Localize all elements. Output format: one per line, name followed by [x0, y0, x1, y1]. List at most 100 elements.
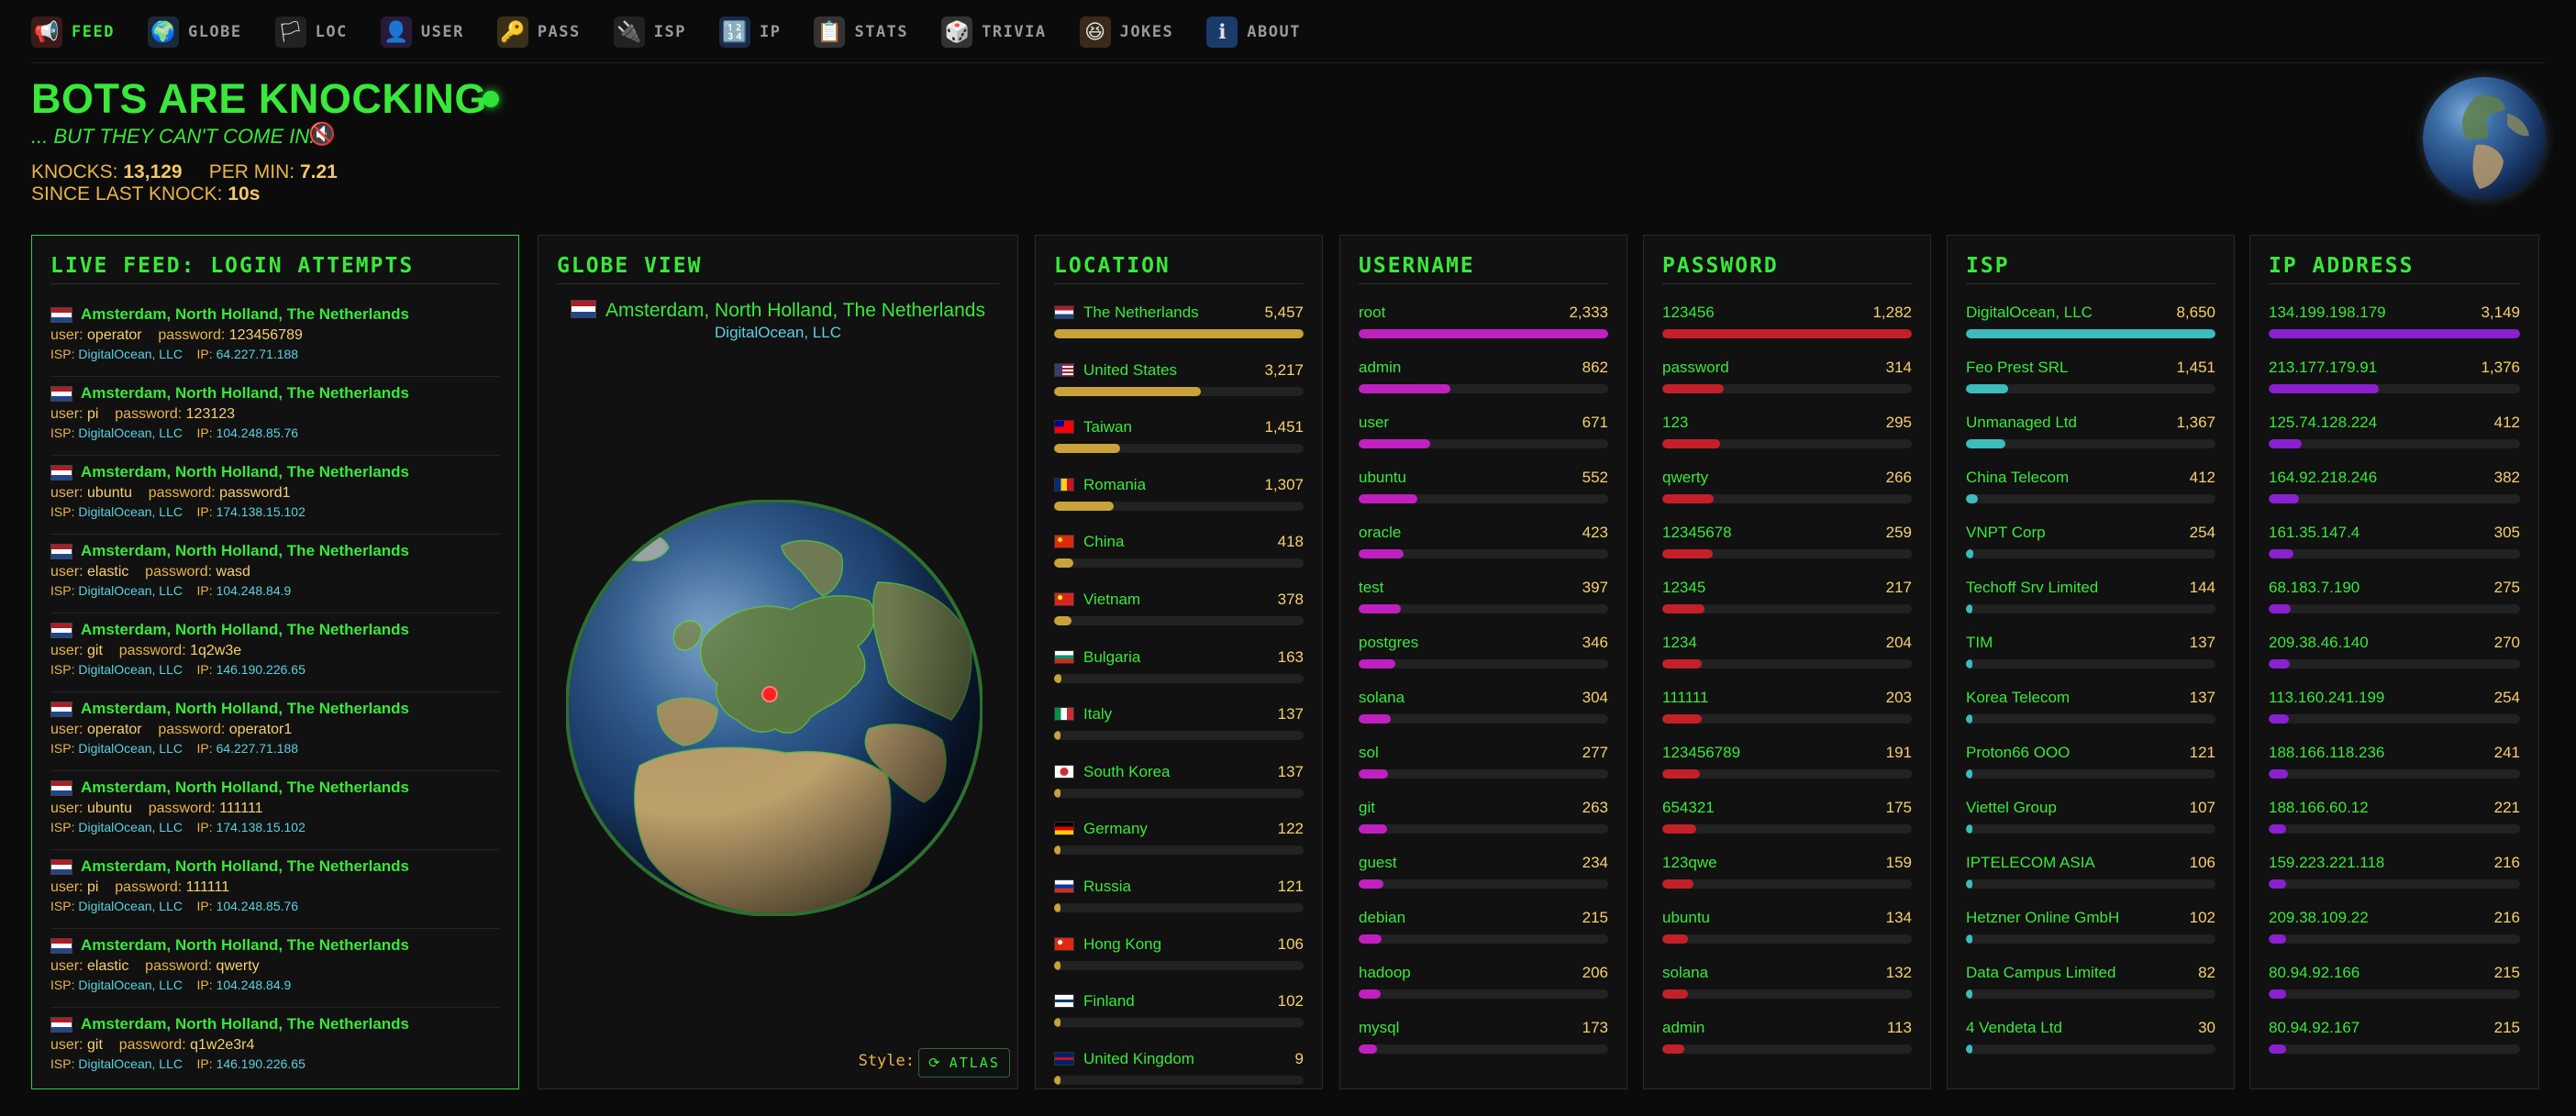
isp-row[interactable]: Feo Prest SRL 1,451 [1966, 357, 2215, 412]
password-row[interactable]: 12345 217 [1662, 577, 1912, 632]
username-row[interactable]: git 263 [1359, 797, 1608, 852]
location-row[interactable]: South Korea 137 [1054, 761, 1304, 819]
ip-row[interactable]: 80.94.92.167 215 [2269, 1017, 2520, 1072]
location-row[interactable]: United States 3,217 [1054, 359, 1304, 417]
feed-entry[interactable]: Amsterdam, North Holland, The Netherland… [50, 692, 500, 771]
globe-style-button[interactable]: ⟳ ATLAS [918, 1048, 1010, 1077]
nav-tab-stats[interactable]: 📋 STATS [814, 13, 908, 51]
feed-entry[interactable]: Amsterdam, North Holland, The Netherland… [50, 613, 500, 692]
ip-row[interactable]: 159.223.221.118 216 [2269, 852, 2520, 907]
feed-entry[interactable]: Amsterdam, North Holland, The Netherland… [50, 535, 500, 613]
isp-row[interactable]: Viettel Group 107 [1966, 797, 2215, 852]
feed-list[interactable]: Amsterdam, North Holland, The Netherland… [50, 298, 500, 1076]
username-row[interactable]: sol 277 [1359, 742, 1608, 797]
ip-row[interactable]: 125.74.128.224 412 [2269, 412, 2520, 467]
isp-row[interactable]: Korea Telecom 137 [1966, 687, 2215, 742]
ip-value: 104.248.84.9 [216, 978, 292, 992]
nav-tab-trivia[interactable]: 🎲 TRIVIA [941, 13, 1046, 51]
username-row[interactable]: oracle 423 [1359, 522, 1608, 577]
password-row[interactable]: 654321 175 [1662, 797, 1912, 852]
password-row[interactable]: solana 132 [1662, 962, 1912, 1017]
location-row[interactable]: Romania 1,307 [1054, 474, 1304, 532]
nav-tab-feed[interactable]: 📢 FEED [31, 13, 115, 51]
ip-label: 213.177.179.91 [2269, 359, 2377, 377]
globe-3d-view[interactable] [566, 500, 983, 916]
isp-row[interactable]: DigitalOcean, LLC 8,650 [1966, 302, 2215, 357]
ip-row[interactable]: 68.183.7.190 275 [2269, 577, 2520, 632]
username-row[interactable]: hadoop 206 [1359, 962, 1608, 1017]
nav-tab-loc[interactable]: 🏳 LOC [274, 13, 348, 51]
nav-tab-user[interactable]: 👤 USER [380, 13, 464, 51]
isp-count: 137 [2189, 689, 2215, 706]
ip-row[interactable]: 188.166.60.12 221 [2269, 797, 2520, 852]
isp-row[interactable]: IPTELECOM ASIA 106 [1966, 852, 2215, 907]
nav-tab-isp[interactable]: 🔌 ISP [613, 13, 686, 51]
ip-row[interactable]: 164.92.218.246 382 [2269, 467, 2520, 522]
location-row[interactable]: Taiwan 1,451 [1054, 416, 1304, 474]
location-row[interactable]: Germany 122 [1054, 818, 1304, 876]
feed-entry[interactable]: Amsterdam, North Holland, The Netherland… [50, 298, 500, 377]
username-row[interactable]: mysql 173 [1359, 1017, 1608, 1072]
password-row[interactable]: qwerty 266 [1662, 467, 1912, 522]
nav-tab-globe[interactable]: 🌍 GLOBE [147, 13, 242, 51]
username-row[interactable]: user 671 [1359, 412, 1608, 467]
location-row[interactable]: Vietnam 378 [1054, 589, 1304, 646]
location-row[interactable]: Russia 121 [1054, 876, 1304, 934]
location-row[interactable]: Hong Kong 106 [1054, 934, 1304, 991]
isp-row[interactable]: 4 Vendeta Ltd 30 [1966, 1017, 2215, 1072]
isp-row[interactable]: VNPT Corp 254 [1966, 522, 2215, 577]
password-row[interactable]: 123456 1,282 [1662, 302, 1912, 357]
nav-tab-about[interactable]: ℹ ABOUT [1206, 13, 1301, 51]
feed-entry[interactable]: Amsterdam, North Holland, The Netherland… [50, 771, 500, 850]
password-row[interactable]: 123qwe 159 [1662, 852, 1912, 907]
isp-row[interactable]: Unmanaged Ltd 1,367 [1966, 412, 2215, 467]
isp-row[interactable]: Proton66 OOO 121 [1966, 742, 2215, 797]
username-row[interactable]: solana 304 [1359, 687, 1608, 742]
location-row[interactable]: China 418 [1054, 531, 1304, 589]
username-row[interactable]: admin 862 [1359, 357, 1608, 412]
isp-row[interactable]: Techoff Srv Limited 144 [1966, 577, 2215, 632]
ip-row[interactable]: 80.94.92.166 215 [2269, 962, 2520, 1017]
password-row[interactable]: 123456789 191 [1662, 742, 1912, 797]
location-row[interactable]: Finland 102 [1054, 990, 1304, 1048]
ip-row[interactable]: 161.35.147.4 305 [2269, 522, 2520, 577]
ip-row[interactable]: 113.160.241.199 254 [2269, 687, 2520, 742]
feed-entry[interactable]: Amsterdam, North Holland, The Netherland… [50, 850, 500, 929]
ip-label: IP: [196, 662, 213, 677]
feed-entry[interactable]: Amsterdam, North Holland, The Netherland… [50, 456, 500, 535]
isp-row[interactable]: Hetzner Online GmbH 102 [1966, 907, 2215, 962]
sound-muted-icon[interactable]: 🔇 [308, 122, 336, 147]
ip-row[interactable]: 209.38.109.22 216 [2269, 907, 2520, 962]
feed-entry[interactable]: Amsterdam, North Holland, The Netherland… [50, 929, 500, 1008]
password-row[interactable]: password 314 [1662, 357, 1912, 412]
username-row[interactable]: postgres 346 [1359, 632, 1608, 687]
username-row[interactable]: guest 234 [1359, 852, 1608, 907]
feed-entry[interactable]: Amsterdam, North Holland, The Netherland… [50, 377, 500, 456]
password-row[interactable]: 1234 204 [1662, 632, 1912, 687]
isp-row[interactable]: TIM 137 [1966, 632, 2215, 687]
username-row[interactable]: ubuntu 552 [1359, 467, 1608, 522]
location-row[interactable]: The Netherlands 5,457 [1054, 302, 1304, 359]
feed-entry[interactable]: Amsterdam, North Holland, The Netherland… [50, 1008, 500, 1076]
password-row[interactable]: 123 295 [1662, 412, 1912, 467]
isp-row[interactable]: Data Campus Limited 82 [1966, 962, 2215, 1017]
nav-tab-pass[interactable]: 🔑 PASS [496, 13, 581, 51]
location-row[interactable]: Italy 137 [1054, 703, 1304, 761]
username-row[interactable]: root 2,333 [1359, 302, 1608, 357]
password-row[interactable]: 111111 203 [1662, 687, 1912, 742]
ip-row[interactable]: 134.199.198.179 3,149 [2269, 302, 2520, 357]
password-row[interactable]: 12345678 259 [1662, 522, 1912, 577]
password-row[interactable]: ubuntu 134 [1662, 907, 1912, 962]
location-row[interactable]: Bulgaria 163 [1054, 646, 1304, 704]
nav-tab-ip[interactable]: 🔢 IP [718, 13, 781, 51]
password-row[interactable]: admin 113 [1662, 1017, 1912, 1072]
username-row[interactable]: debian 215 [1359, 907, 1608, 962]
nav-tab-jokes[interactable]: 😆 JOKES [1079, 13, 1174, 51]
ip-row[interactable]: 213.177.179.91 1,376 [2269, 357, 2520, 412]
location-row[interactable]: United Kingdom 9 [1054, 1048, 1304, 1106]
username-row[interactable]: test 397 [1359, 577, 1608, 632]
isp-row[interactable]: China Telecom 412 [1966, 467, 2215, 522]
mini-globe-icon[interactable] [2423, 77, 2546, 200]
ip-row[interactable]: 209.38.46.140 270 [2269, 632, 2520, 687]
ip-row[interactable]: 188.166.118.236 241 [2269, 742, 2520, 797]
